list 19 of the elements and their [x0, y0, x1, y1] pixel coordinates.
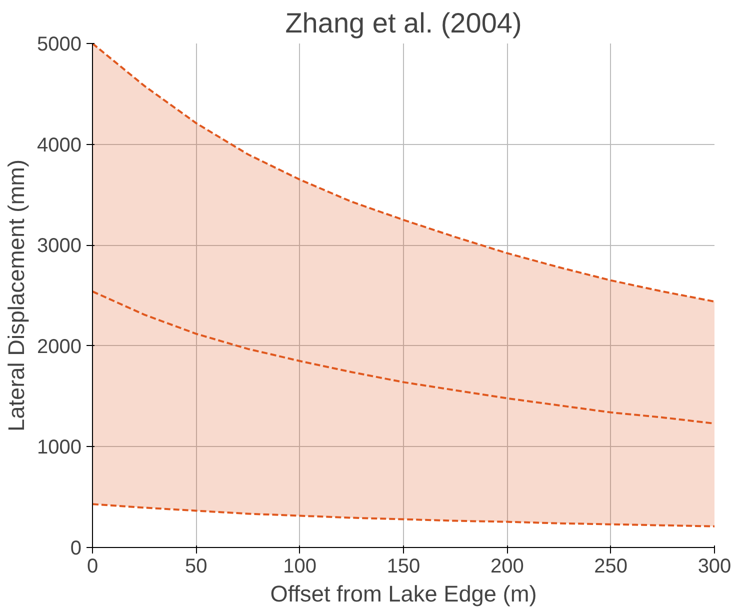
chart-title: Zhang et al. (2004) — [285, 8, 522, 38]
y-tick-label: 0 — [70, 538, 82, 560]
y-tick-label: 2000 — [37, 336, 82, 358]
x-tick-label: 300 — [698, 556, 732, 578]
x-axis-title: Offset from Lake Edge (m) — [270, 580, 537, 606]
x-tick-label: 150 — [386, 556, 420, 578]
line-series — [92, 503, 714, 528]
x-tick-label: 100 — [283, 556, 317, 578]
y-tick-label: 5000 — [37, 34, 82, 56]
y-tick-label: 3000 — [37, 235, 82, 258]
y-axis-title: Lateral Displacement (mm) — [3, 160, 30, 432]
x-tick-label: 0 — [86, 556, 98, 578]
x-tick-label: 200 — [490, 556, 524, 578]
x-tick-label: 50 — [185, 556, 208, 578]
y-tick-label: 1000 — [37, 436, 82, 459]
y-tick-label: 4000 — [37, 134, 82, 156]
line-series — [92, 290, 714, 425]
x-tick-label: 250 — [594, 556, 628, 578]
line-series — [92, 44, 714, 303]
